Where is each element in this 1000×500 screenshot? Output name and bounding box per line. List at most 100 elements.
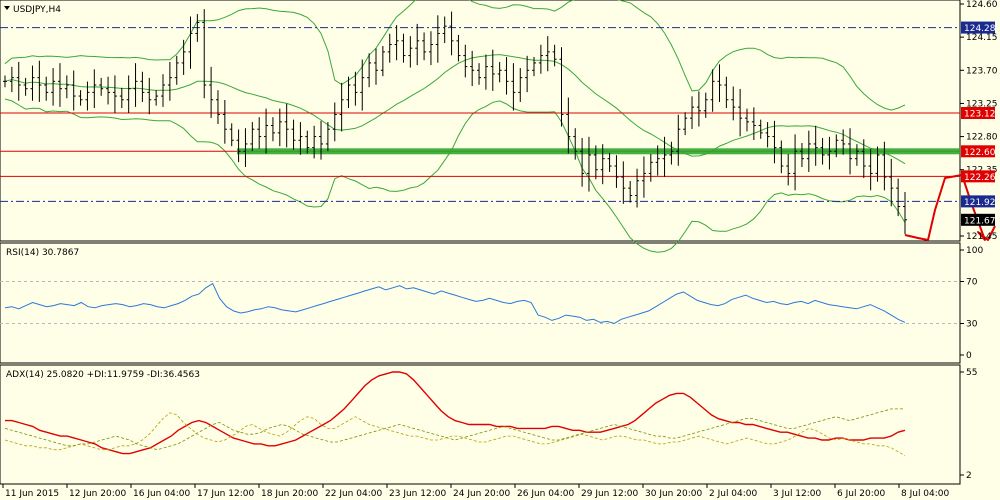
ohlc-bar: [250, 122, 255, 152]
ohlc-bar: [593, 145, 598, 180]
price-label-badge: [961, 21, 995, 34]
time-tick-label: 16 Jun 04:00: [133, 489, 190, 499]
ohlc-bar: [607, 152, 612, 172]
ohlc-bar: [525, 55, 530, 93]
price-panel: [0, 0, 961, 242]
ohlc-bar: [559, 47, 564, 127]
rsi-line: [4, 282, 906, 325]
time-tick-label: 17 Jun 12:00: [197, 489, 254, 499]
ohlc-bar: [57, 63, 62, 107]
ohlc-bar: [744, 108, 749, 132]
ohlc-bar: [841, 129, 846, 155]
time-tick-label: 3 Jul 12:00: [773, 489, 822, 499]
price-label-badge: [961, 195, 995, 208]
ohlc-bar: [380, 45, 385, 77]
ohlc-bar: [765, 122, 770, 148]
ohlc-bar: [827, 136, 832, 170]
ohlc-bar: [243, 128, 248, 168]
time-tick-label: 8 Jul 04:00: [901, 489, 950, 499]
ohlc-bar: [71, 70, 76, 111]
ohlc-bar: [683, 112, 688, 136]
ohlc-bar: [703, 92, 708, 118]
symbol-dropdown-icon[interactable]: [4, 6, 10, 10]
time-tick-label: 11 Jun 2015: [5, 489, 59, 499]
ohlc-bar: [422, 32, 427, 61]
ohlc-bar: [202, 9, 207, 99]
ohlc-bar: [635, 168, 640, 208]
ohlc-bar: [51, 68, 56, 106]
ohlc-bar: [291, 119, 296, 150]
ohlc-bar: [731, 86, 736, 121]
ohlc-bar: [106, 76, 111, 105]
price-label-badge: [961, 170, 995, 183]
time-tick-label: 26 Jun 04:00: [517, 489, 574, 499]
ohlc-bar: [161, 74, 166, 107]
ohlc-bar: [793, 134, 798, 191]
ohlc-bar: [298, 122, 303, 155]
ohlc-bar: [133, 63, 138, 107]
ohlc-bar: [806, 130, 811, 172]
ohlc-bar: [868, 149, 873, 191]
ohlc-bar: [236, 129, 241, 163]
ohlc-bar: [628, 181, 633, 203]
ohlc-bar: [641, 156, 646, 198]
ohlc-bar: [195, 14, 200, 42]
ohlc-bar: [23, 77, 28, 96]
ohlc-bar: [545, 36, 550, 72]
ohlc-bar: [655, 145, 660, 176]
ohlc-bar: [903, 192, 907, 235]
ohlc-bar: [215, 90, 220, 125]
ohlc-bar: [305, 130, 310, 154]
bollinger-lower-band: [4, 98, 906, 253]
ohlc-bar: [222, 99, 227, 144]
ohlc-bar: [848, 128, 853, 175]
adx-tick-label: 55: [966, 368, 977, 378]
price-label-text: 121.92: [964, 198, 996, 208]
rsi-tick-label: 100: [966, 246, 983, 256]
time-tick-label: 22 Jun 04:00: [325, 489, 382, 499]
ohlc-bar: [676, 114, 681, 166]
ohlc-bar: [580, 138, 585, 187]
price-tick-label: 122.80: [966, 133, 998, 143]
ohlc-bar: [415, 23, 420, 66]
ohlc-bar: [820, 138, 825, 165]
ohlc-bar: [621, 161, 626, 204]
ohlc-bar: [85, 81, 90, 111]
adx-panel-title: ADX(14) 25.0820 +DI:11.9759 -DI:36.4563: [6, 370, 200, 380]
ohlc-bar: [408, 36, 413, 68]
price-panel-title: USDJPY,H4: [13, 5, 61, 15]
price-tick-label: 124.15: [966, 33, 998, 43]
ohlc-bar: [167, 61, 172, 101]
price-tick-label: 121.45: [966, 232, 998, 242]
ohlc-bar: [614, 155, 619, 188]
ohlc-bar: [854, 144, 859, 166]
ohlc-bar: [442, 16, 447, 44]
ohlc-bar: [37, 60, 42, 102]
ohlc-bar: [710, 69, 715, 112]
ohlc-bar: [724, 76, 729, 109]
time-tick-label: 30 Jun 20:00: [645, 489, 702, 499]
rsi-tick-label: 70: [966, 278, 978, 288]
ohlc-bar: [119, 87, 124, 109]
ohlc-bar: [889, 158, 894, 207]
time-tick-label: 24 Jun 20:00: [453, 489, 510, 499]
ohlc-bar: [875, 146, 880, 182]
ohlc-bar: [44, 76, 49, 101]
ohlc-bar: [188, 16, 193, 69]
ohlc-bar: [339, 82, 344, 132]
ohlc-bar: [9, 66, 14, 93]
ohlc-bar: [662, 136, 667, 177]
ohlc-bar: [319, 120, 324, 160]
price-label-text: 123.12: [964, 110, 996, 120]
time-tick-label: 23 Jun 12:00: [389, 489, 446, 499]
ohlc-bar: [92, 69, 97, 109]
price-label-text: 122.26: [964, 173, 996, 183]
ohlc-bar: [360, 59, 365, 111]
ohlc-bar: [112, 75, 117, 114]
ohlc-bar: [140, 71, 145, 102]
ohlc-bar: [690, 96, 695, 129]
ohlc-bar: [751, 107, 756, 141]
price-tick-label: 124.60: [966, 0, 998, 10]
ohlc-bar: [30, 65, 35, 101]
